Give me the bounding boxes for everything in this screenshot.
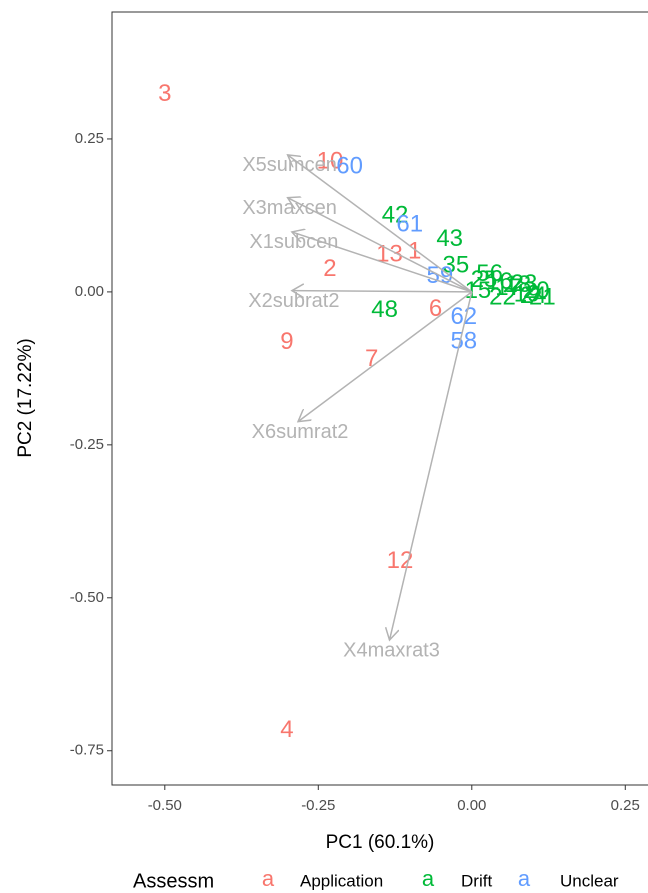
legend-label: Application <box>300 871 383 890</box>
legend-key: a <box>422 866 435 891</box>
point-label: 21 <box>529 283 556 310</box>
point-label: 43 <box>436 225 463 252</box>
point-label: 25 <box>471 266 498 293</box>
y-tick-label: -0.50 <box>70 589 104 606</box>
point-label: 12 <box>387 547 414 574</box>
legend-title: Assessm <box>133 870 214 892</box>
loading-label: X5sumcen <box>242 154 337 176</box>
point-label: 1 <box>408 237 421 264</box>
loading-vector <box>298 291 473 422</box>
x-axis-title: PC1 (60.1%) <box>326 832 435 853</box>
point-label: 18 <box>504 271 531 298</box>
point-label: 42 <box>382 201 409 228</box>
point-label: 10 <box>317 148 344 175</box>
point-label: 61 <box>396 211 423 238</box>
point-label: 48 <box>371 296 398 323</box>
y-axis-title: PC2 (17.22%) <box>15 338 36 457</box>
loading-vector <box>288 155 473 293</box>
x-tick-label: -0.25 <box>301 797 335 814</box>
point-label: 4 <box>280 716 293 743</box>
y-tick-label: 0.25 <box>75 130 104 147</box>
loading-label: X3maxcen <box>242 197 337 219</box>
x-tick-label: 0.25 <box>611 797 640 814</box>
loading-label: X4maxrat3 <box>343 639 440 661</box>
point-label: 19 <box>514 280 541 307</box>
loading-vector <box>288 198 473 293</box>
loading-label: X1subcen <box>249 231 338 253</box>
loading-label: X6sumrat2 <box>252 421 349 443</box>
point-label: 58 <box>450 327 477 354</box>
x-tick-label: 0.00 <box>457 797 486 814</box>
point-label: 20 <box>523 277 550 304</box>
y-tick-label: -0.75 <box>70 742 104 759</box>
legend-label: Drift <box>461 871 492 890</box>
loading-vector <box>390 291 473 640</box>
loading-vector <box>292 291 472 292</box>
point-label: 7 <box>365 345 378 372</box>
loading-vector <box>292 232 473 293</box>
legend-key: a <box>518 866 531 891</box>
point-label: 23 <box>511 270 538 297</box>
point-label: 16 <box>486 268 513 295</box>
point-label: 9 <box>280 328 293 355</box>
point-label: 2 <box>323 255 336 282</box>
point-label: 22 <box>489 283 516 310</box>
point-label: 56 <box>476 260 503 287</box>
legend-label: Unclear <box>560 871 619 890</box>
point-label: 60 <box>336 152 363 179</box>
y-tick-label: 0.00 <box>75 283 104 300</box>
point-label: 6 <box>429 295 442 322</box>
loading-label: X2subrat2 <box>248 290 339 312</box>
point-label: 3 <box>158 80 171 107</box>
y-tick-label: -0.25 <box>70 436 104 453</box>
legend-key: a <box>262 866 275 891</box>
point-label: 24 <box>520 282 547 309</box>
plot-panel <box>111 11 648 786</box>
x-tick-label: -0.50 <box>148 797 182 814</box>
point-label: 17 <box>495 274 522 301</box>
